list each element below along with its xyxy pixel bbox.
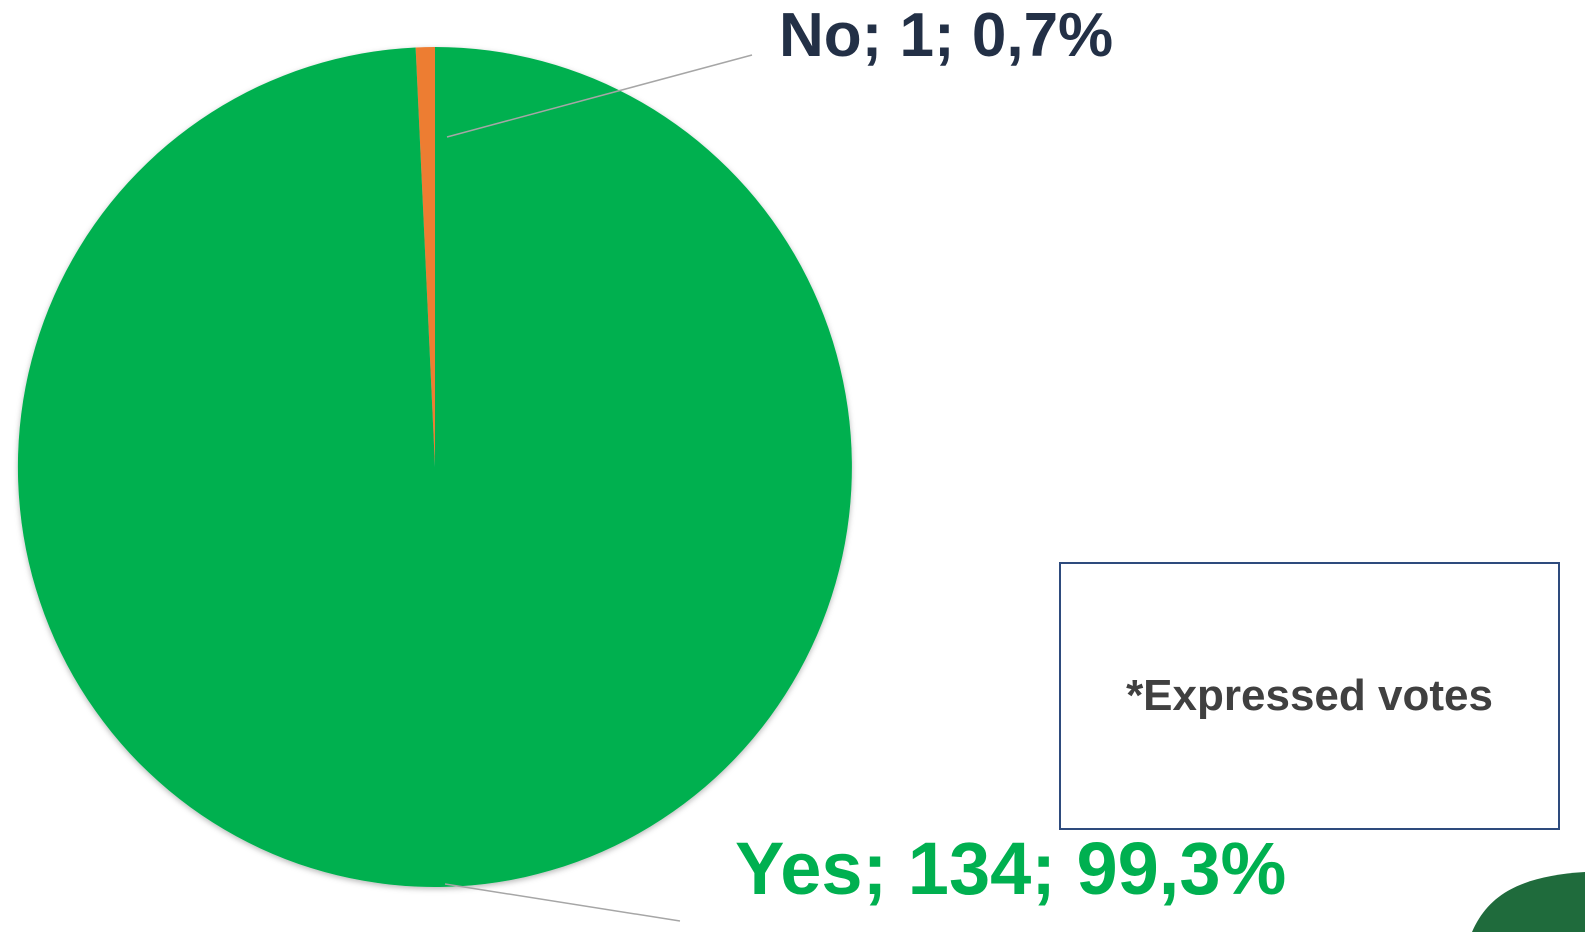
pie-slices (17, 46, 852, 887)
note-text: *Expressed votes (1126, 671, 1493, 720)
leader-line-yes (444, 883, 681, 922)
corner-decoration (1472, 872, 1585, 932)
pie-slice-yes (17, 47, 852, 887)
data-label-yes: Yes; 134; 99,3% (735, 827, 1287, 910)
data-label-no: No; 1; 0,7% (779, 1, 1114, 70)
pie-slice-no (415, 46, 435, 467)
leader-line-no (446, 54, 753, 138)
note-box: *Expressed votes (1059, 562, 1560, 830)
